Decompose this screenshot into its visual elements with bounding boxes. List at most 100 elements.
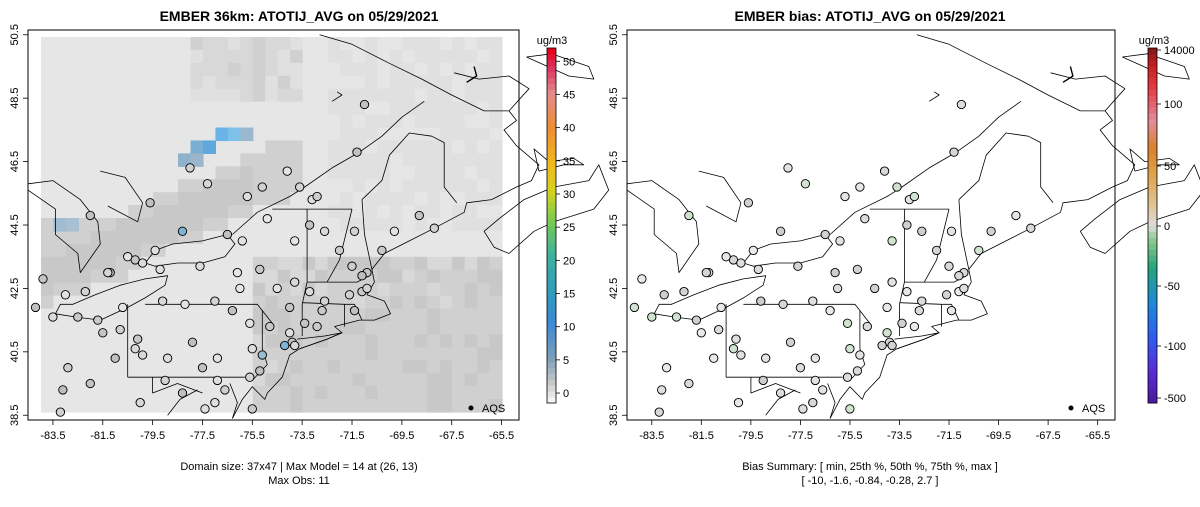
- field-cell: [178, 282, 192, 297]
- colorbar-segment: [547, 332, 556, 339]
- field-cell: [41, 127, 55, 142]
- field-cell: [327, 386, 341, 400]
- colorbar-segment: [1148, 385, 1157, 392]
- colorbar-segment: [547, 272, 556, 280]
- bias-station-marker: [835, 236, 845, 246]
- field-cell: [41, 179, 55, 193]
- field-cell: [464, 243, 478, 258]
- field-cell: [389, 269, 403, 284]
- field-cell: [402, 166, 416, 180]
- field-cell: [302, 360, 316, 374]
- field-cell: [389, 347, 403, 361]
- field-cell: [452, 334, 466, 348]
- colorbar-segment: [1148, 249, 1157, 256]
- colorbar-tick-label: -500: [1164, 393, 1186, 405]
- field-cell: [364, 308, 379, 323]
- field-cell: [178, 373, 192, 387]
- obs-station-marker: [123, 252, 133, 262]
- field-cell: [78, 101, 92, 116]
- field-cell: [389, 49, 403, 64]
- field-cell: [165, 101, 179, 116]
- field-cell: [103, 192, 117, 206]
- obs-station-marker: [155, 264, 165, 275]
- field-cell: [302, 256, 316, 271]
- bias-summary-header: Bias Summary: [ min, 25th %, 50th %, 75t…: [742, 461, 998, 473]
- field-cell: [115, 166, 129, 180]
- field-cell: [340, 334, 354, 348]
- field-cell: [352, 295, 366, 310]
- field-cell: [65, 256, 79, 271]
- field-cell: [477, 192, 491, 206]
- field-cell: [153, 140, 167, 154]
- field-cell: [315, 269, 329, 284]
- bias-station-marker: [798, 404, 808, 414]
- field-cell: [115, 88, 129, 103]
- field-cell: [414, 218, 428, 232]
- field-cell: [452, 269, 466, 284]
- field-cell: [364, 179, 379, 193]
- y-tick-label: 48.5: [608, 87, 620, 108]
- colorbar-segment: [1148, 160, 1157, 167]
- colorbar-tick-label: 40: [563, 123, 575, 135]
- field-cell: [128, 37, 142, 51]
- field-cell: [402, 192, 416, 206]
- field-cell: [128, 75, 142, 90]
- field-cell: [315, 140, 329, 154]
- field-cell: [414, 114, 428, 129]
- field-cell: [78, 114, 92, 129]
- field-cell: [115, 230, 129, 245]
- bias-station-marker: [1011, 210, 1021, 221]
- boundary-vt_nh: [923, 209, 950, 283]
- field-cell: [128, 192, 142, 206]
- field-cell: [377, 308, 391, 323]
- field-cell: [90, 230, 104, 245]
- field-cell: [290, 114, 304, 129]
- field-cell: [115, 218, 129, 232]
- field-cell: [202, 230, 217, 245]
- field-cell: [290, 49, 304, 64]
- field-cell: [364, 75, 379, 90]
- x-tick-label: -77.5: [190, 430, 215, 442]
- field-cell: [315, 166, 329, 180]
- field-cell: [103, 49, 117, 64]
- obs-station-marker: [177, 226, 188, 236]
- bias-station-marker: [954, 271, 964, 281]
- bias-station-marker: [986, 226, 996, 236]
- field-cell: [90, 256, 104, 271]
- bias-station-marker: [654, 407, 664, 417]
- field-cell: [190, 192, 204, 206]
- field-cell: [402, 347, 416, 361]
- field-cell: [464, 88, 478, 103]
- bias-station-marker: [728, 344, 739, 354]
- field-cell: [389, 282, 403, 297]
- field-cell: [477, 218, 491, 232]
- field-cell: [227, 256, 241, 271]
- field-cell: [464, 166, 478, 180]
- bias-observation-points: [629, 99, 1036, 417]
- field-cell: [178, 399, 192, 413]
- field-cell: [464, 127, 478, 142]
- field-cell: [439, 153, 453, 167]
- field-cell: [290, 205, 304, 219]
- boundary-anticosti: [1122, 53, 1190, 80]
- field-cell: [477, 140, 491, 154]
- bias-station-marker: [931, 245, 942, 256]
- y-tick-label: 50.5: [608, 24, 620, 45]
- field-cell: [327, 230, 341, 245]
- field-cell: [140, 75, 154, 90]
- field-cell: [489, 243, 503, 258]
- bias-station-marker: [684, 378, 694, 389]
- field-cell: [414, 230, 428, 245]
- field-cell: [190, 37, 204, 51]
- field-cell-hotspot: [178, 153, 192, 167]
- field-cell: [277, 360, 291, 374]
- field-cell: [53, 49, 67, 64]
- field-cell: [315, 153, 329, 167]
- obs-station-marker: [304, 286, 315, 297]
- field-cell: [477, 256, 491, 271]
- obs-station-marker: [133, 334, 143, 344]
- field-cell: [190, 347, 204, 361]
- field-cell: [202, 153, 217, 167]
- colorbar-segment: [1148, 266, 1157, 274]
